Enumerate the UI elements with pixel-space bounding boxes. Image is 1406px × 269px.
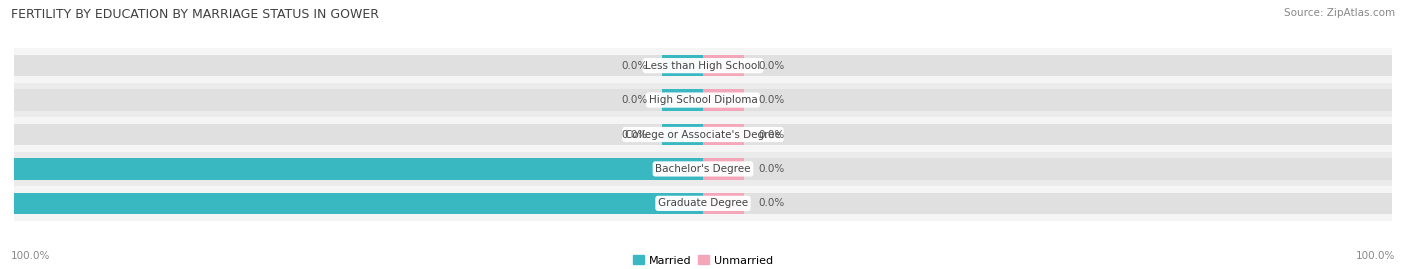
Bar bbox=[703, 193, 744, 214]
Text: Bachelor's Degree: Bachelor's Degree bbox=[655, 164, 751, 174]
Bar bbox=[662, 124, 703, 145]
Bar bbox=[14, 124, 703, 145]
Bar bbox=[703, 124, 1392, 145]
Bar bbox=[14, 158, 703, 180]
Bar bbox=[14, 83, 1392, 117]
Text: 0.0%: 0.0% bbox=[758, 129, 785, 140]
Bar bbox=[703, 55, 744, 76]
Bar bbox=[703, 158, 744, 180]
Text: 0.0%: 0.0% bbox=[758, 198, 785, 208]
Bar bbox=[703, 158, 1392, 180]
Text: High School Diploma: High School Diploma bbox=[648, 95, 758, 105]
Text: 100.0%: 100.0% bbox=[0, 164, 4, 174]
Bar bbox=[662, 89, 703, 111]
Text: College or Associate's Degree: College or Associate's Degree bbox=[626, 129, 780, 140]
Text: 0.0%: 0.0% bbox=[758, 95, 785, 105]
Text: Source: ZipAtlas.com: Source: ZipAtlas.com bbox=[1284, 8, 1395, 18]
Bar bbox=[14, 186, 1392, 221]
Bar bbox=[14, 89, 703, 111]
Bar bbox=[14, 158, 703, 180]
Bar bbox=[14, 55, 703, 76]
Text: 100.0%: 100.0% bbox=[0, 198, 4, 208]
Text: 0.0%: 0.0% bbox=[621, 95, 648, 105]
Text: Graduate Degree: Graduate Degree bbox=[658, 198, 748, 208]
Bar bbox=[703, 55, 1392, 76]
Bar bbox=[14, 48, 1392, 83]
Legend: Married, Unmarried: Married, Unmarried bbox=[628, 251, 778, 269]
Text: 100.0%: 100.0% bbox=[1355, 251, 1395, 261]
Bar bbox=[14, 193, 703, 214]
Text: 0.0%: 0.0% bbox=[758, 164, 785, 174]
Text: 0.0%: 0.0% bbox=[621, 61, 648, 71]
Text: 100.0%: 100.0% bbox=[11, 251, 51, 261]
Bar bbox=[703, 89, 1392, 111]
Bar bbox=[14, 117, 1392, 152]
Bar bbox=[14, 152, 1392, 186]
Text: Less than High School: Less than High School bbox=[645, 61, 761, 71]
Bar bbox=[662, 55, 703, 76]
Bar bbox=[14, 193, 703, 214]
Text: 0.0%: 0.0% bbox=[758, 61, 785, 71]
Text: FERTILITY BY EDUCATION BY MARRIAGE STATUS IN GOWER: FERTILITY BY EDUCATION BY MARRIAGE STATU… bbox=[11, 8, 380, 21]
Bar bbox=[703, 193, 1392, 214]
Bar bbox=[703, 89, 744, 111]
Text: 0.0%: 0.0% bbox=[621, 129, 648, 140]
Bar bbox=[703, 124, 744, 145]
